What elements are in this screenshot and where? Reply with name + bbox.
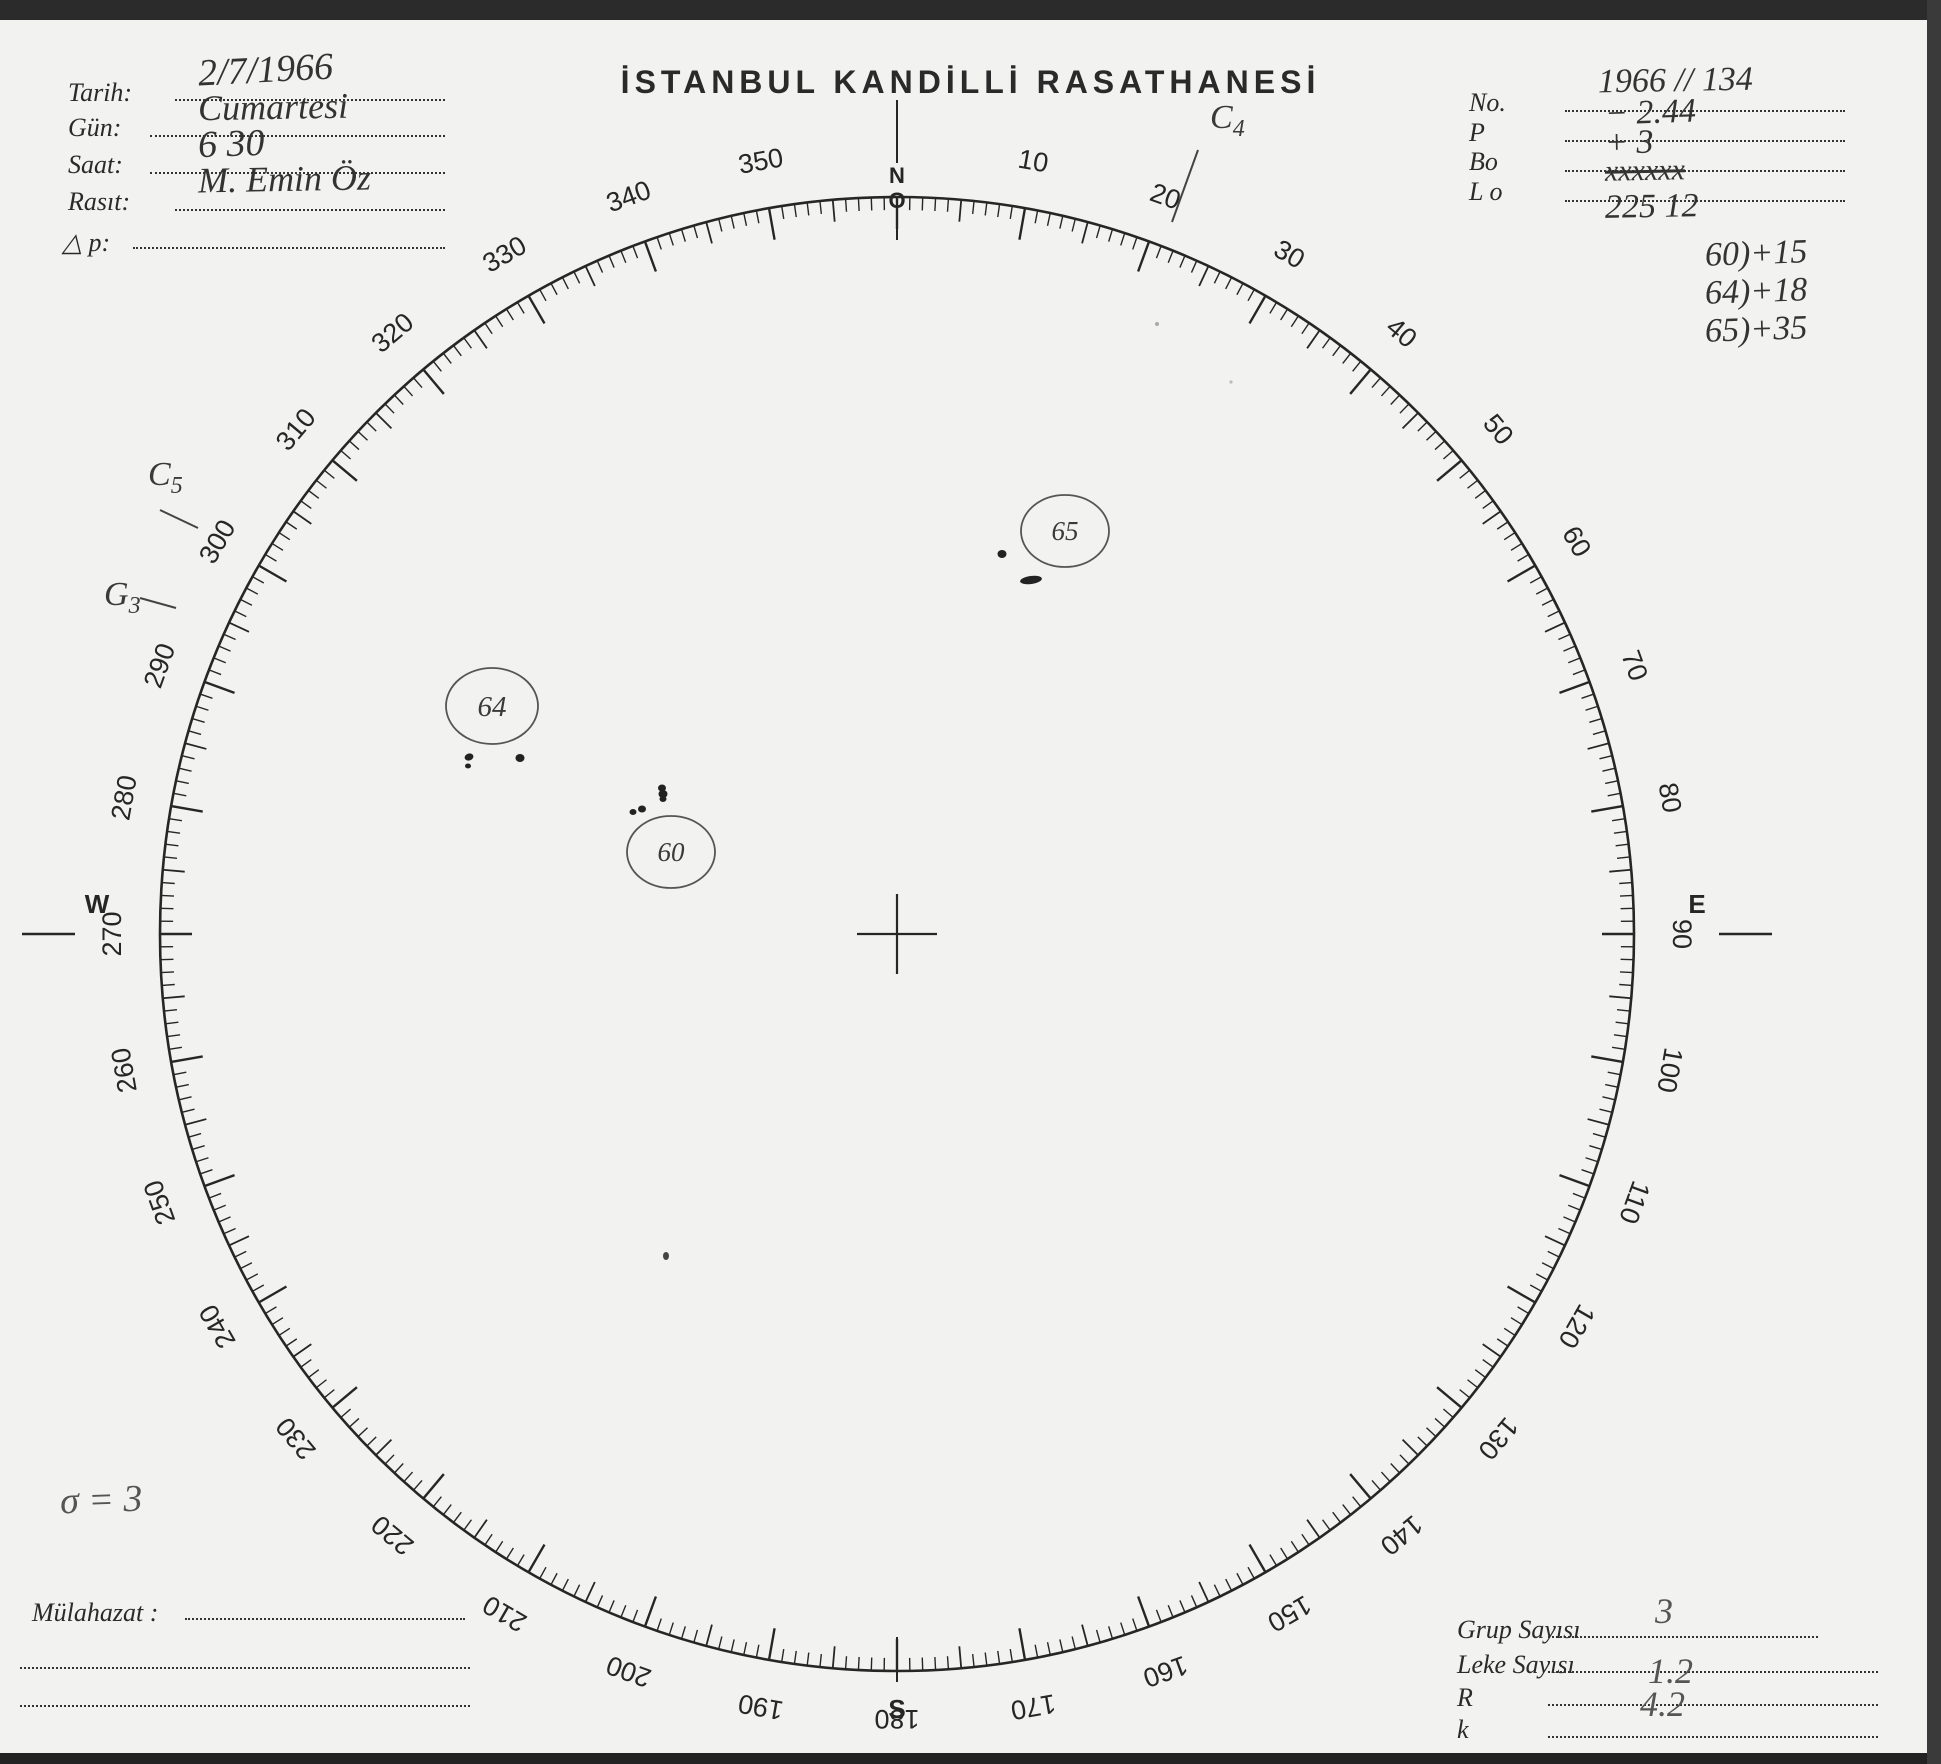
svg-text:180: 180 [874,1704,919,1734]
svg-text:350: 350 [736,142,786,179]
svg-text:90: 90 [1667,919,1697,949]
svg-text:280: 280 [105,773,142,823]
svg-text:340: 340 [602,175,655,219]
svg-text:N: N [889,163,905,188]
svg-text:20: 20 [1146,177,1184,215]
svg-text:40: 40 [1380,312,1422,354]
svg-text:190: 190 [736,1688,786,1725]
svg-text:230: 230 [270,1412,322,1466]
svg-text:310: 310 [270,403,322,457]
svg-text:80: 80 [1653,780,1688,815]
svg-text:150: 150 [1262,1589,1316,1638]
svg-text:250: 250 [138,1176,182,1229]
svg-text:300: 300 [193,515,242,569]
svg-text:10: 10 [1016,144,1051,179]
svg-text:G3: G3 [104,576,141,619]
svg-text:60: 60 [1556,521,1597,562]
svg-text:50: 50 [1477,408,1519,450]
svg-text:64: 64 [478,691,507,723]
svg-text:140: 140 [1375,1509,1429,1561]
svg-text:65: 65 [1052,516,1079,546]
svg-text:60: 60 [658,837,686,867]
svg-text:290: 290 [138,639,182,692]
svg-text:330: 330 [478,230,532,279]
svg-text:70: 70 [1615,646,1653,684]
svg-text:170: 170 [1009,1688,1059,1725]
svg-text:260: 260 [105,1046,142,1096]
svg-text:220: 220 [366,1509,420,1561]
svg-text:200: 200 [602,1650,655,1694]
svg-text:100: 100 [1651,1046,1688,1096]
svg-text:320: 320 [366,307,420,359]
svg-text:160: 160 [1139,1650,1192,1694]
svg-text:C4: C4 [1210,99,1245,142]
svg-text:120: 120 [1552,1299,1601,1353]
svg-text:E: E [1688,889,1705,919]
svg-text:C5: C5 [148,456,183,499]
svg-text:110: 110 [1613,1177,1656,1228]
svg-text:130: 130 [1472,1412,1524,1466]
svg-text:240: 240 [193,1299,242,1353]
svg-text:210: 210 [478,1589,532,1638]
svg-text:270: 270 [97,911,127,956]
svg-text:30: 30 [1269,234,1310,275]
